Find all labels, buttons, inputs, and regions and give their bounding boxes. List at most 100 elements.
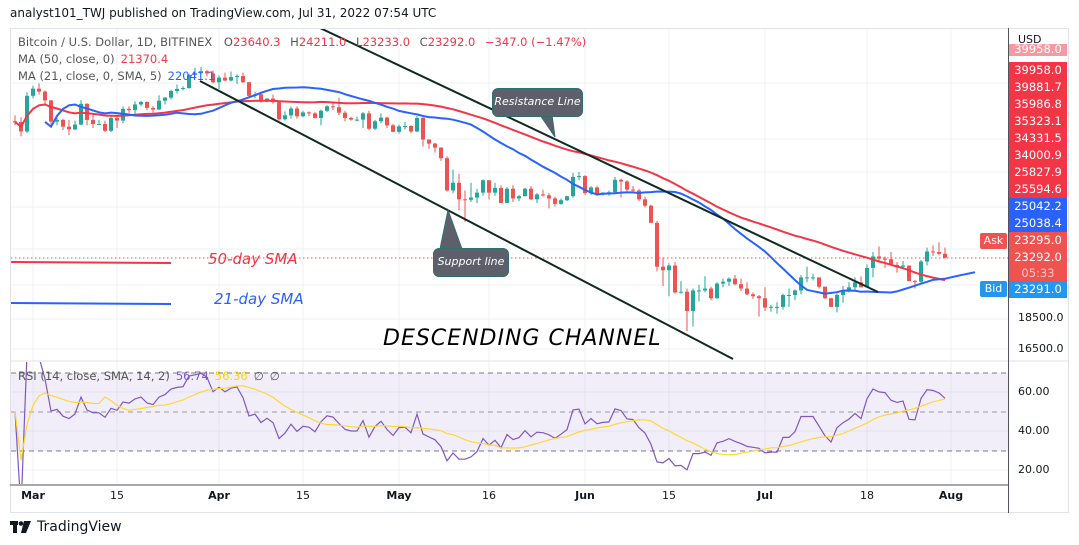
time-axis-label: May — [386, 489, 412, 502]
candle-body — [229, 77, 233, 81]
candle — [505, 187, 509, 203]
candle-body — [205, 71, 209, 74]
candle-body — [151, 107, 155, 110]
candle — [247, 82, 251, 97]
candle — [709, 286, 713, 301]
tradingview-logo[interactable]: TradingView — [10, 519, 122, 535]
candle — [763, 287, 767, 312]
candle — [721, 278, 725, 288]
candle-body — [157, 100, 161, 110]
candle-body — [343, 112, 347, 118]
sma21-label-text: 21-day SMA — [214, 290, 304, 308]
candle-body — [589, 187, 593, 194]
candle — [205, 69, 209, 77]
candle-body — [379, 117, 383, 122]
candle — [517, 194, 521, 202]
candle-body — [793, 290, 797, 295]
price-axis-label: 34000.9 — [1009, 147, 1067, 164]
candle — [37, 83, 41, 95]
candle — [157, 95, 161, 111]
candle-body — [355, 119, 359, 121]
candle — [829, 297, 833, 307]
candle-body — [847, 287, 851, 291]
candles — [13, 67, 947, 332]
candle — [409, 125, 413, 133]
candle — [169, 89, 173, 100]
candle — [295, 106, 299, 119]
candle — [103, 120, 107, 133]
candle-body — [55, 119, 59, 122]
candle-body — [511, 188, 515, 199]
candle — [199, 67, 203, 75]
candle — [307, 111, 311, 116]
candle-body — [37, 88, 41, 92]
candle — [913, 279, 917, 289]
candle-body — [553, 198, 557, 204]
candle — [643, 196, 647, 208]
ask-last-box: 23295.0 23292.0 05:33 — [1009, 232, 1067, 281]
candle-body — [493, 187, 497, 193]
candle-body — [373, 121, 377, 129]
rsi-legend[interactable]: RSI (14, close, SMA, 14, 2) 56.74 56.36 ∅ ∅ — [18, 369, 280, 383]
price-tick-16500: 16500.0 — [1018, 342, 1064, 355]
candle — [877, 246, 881, 263]
candle — [925, 247, 929, 266]
candle — [787, 288, 791, 307]
ma21-label: MA (21, close, 0, SMA, 5) — [18, 69, 162, 83]
low-label: L — [356, 35, 363, 49]
candle — [91, 114, 95, 129]
candle — [463, 190, 467, 222]
candle-body — [613, 179, 617, 193]
candle-body — [391, 125, 395, 132]
candle — [283, 111, 287, 121]
price-axis-label: 39958.0 — [1009, 62, 1067, 79]
candle-body — [877, 256, 881, 259]
price-axis-label: 39958.0 — [1009, 44, 1067, 56]
candle-body — [835, 294, 839, 307]
candle-body — [811, 277, 815, 279]
candle-body — [505, 188, 509, 203]
candle — [511, 185, 515, 203]
candle-body — [871, 256, 875, 268]
candle-body — [481, 180, 485, 193]
candle — [391, 123, 395, 133]
candle — [649, 204, 653, 223]
candle — [313, 112, 317, 119]
candle-body — [331, 106, 335, 108]
low-value: 23233.0 — [362, 35, 411, 49]
candle-body — [937, 251, 941, 254]
candle-body — [79, 103, 83, 125]
candle — [301, 110, 305, 118]
price-axis-label: 25042.2 — [1009, 198, 1067, 215]
candle — [355, 116, 359, 122]
candle-body — [625, 181, 629, 190]
ma21-legend[interactable]: MA (21, close, 0, SMA, 5) 22041.1 — [18, 69, 215, 83]
ma50-value: 21370.4 — [120, 52, 169, 66]
candle — [547, 193, 551, 209]
candle — [781, 293, 785, 310]
ma50-legend[interactable]: MA (50, close, 0) 21370.4 — [18, 52, 168, 66]
candle-body — [703, 288, 707, 291]
candle — [889, 251, 893, 266]
resistance-line-callout[interactable]: Resistance Line — [492, 88, 583, 117]
candle — [127, 106, 131, 113]
candle-body — [931, 251, 935, 253]
high-label: H — [290, 35, 299, 49]
price-axis-label: 35986.8 — [1009, 96, 1067, 113]
candle — [337, 97, 341, 116]
candle-body — [175, 88, 179, 91]
time-axis-label: Apr — [208, 489, 230, 502]
bar-countdown: 05:33 — [1021, 266, 1055, 280]
support-line-callout[interactable]: Support line — [433, 248, 509, 277]
candle-body — [709, 288, 713, 299]
candle — [499, 185, 503, 203]
candle-body — [739, 284, 743, 289]
candle — [529, 186, 533, 201]
candle-body — [211, 73, 215, 83]
bid-tag: Bid — [980, 281, 1007, 297]
candle-body — [595, 187, 599, 194]
candle-body — [535, 194, 539, 200]
symbol-legend[interactable]: Bitcoin / U.S. Dollar, 1D, BITFINEX O236… — [18, 35, 586, 49]
candle — [439, 147, 443, 161]
